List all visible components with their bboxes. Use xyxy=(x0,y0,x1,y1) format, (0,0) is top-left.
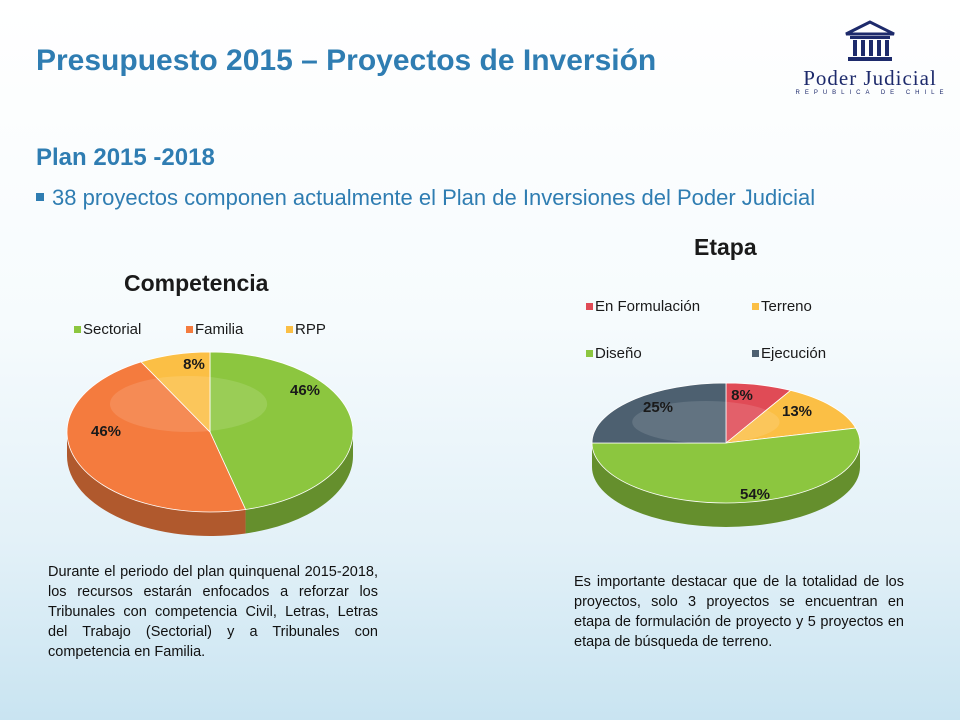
legend-item-rpp: RPP xyxy=(286,321,326,338)
legend-swatch xyxy=(752,303,759,310)
data-label: 13% xyxy=(782,403,812,420)
data-label: 46% xyxy=(91,423,121,440)
legend-item-diseno: Diseño xyxy=(586,345,642,362)
legend-label: En Formulación xyxy=(595,298,701,315)
logo-subtitle: REPUBLICA DE CHILE xyxy=(795,90,949,96)
pie-chart-1: 8% 13% 54% 25% xyxy=(591,382,861,527)
legend-swatch xyxy=(586,303,593,310)
courthouse-icon xyxy=(845,20,895,61)
logo-name: Poder Judicial xyxy=(803,66,937,90)
data-label: 8% xyxy=(731,387,753,404)
legend-item-familia: Familia xyxy=(186,321,243,338)
slide-title: Presupuesto 2015 – Proyectos de Inversió… xyxy=(36,44,657,77)
pie-slice-ejecuci-n xyxy=(591,382,727,444)
pie-slice-side xyxy=(592,443,860,527)
legend-swatch xyxy=(286,326,293,333)
pie-slice-side xyxy=(67,432,246,536)
legend-swatch xyxy=(74,326,81,333)
legend-swatch xyxy=(752,350,759,357)
pie-slice-dise-o xyxy=(591,427,861,504)
bullet-square-icon xyxy=(36,193,44,201)
legend-label: Diseño xyxy=(595,345,642,362)
data-label: 25% xyxy=(643,399,673,416)
pie-slice-familia xyxy=(66,361,247,513)
data-label: 46% xyxy=(290,382,320,399)
chart-title-etapa: Etapa xyxy=(694,234,757,260)
legend-item-ejecucion: Ejecución xyxy=(752,345,826,362)
legend-item-terreno: Terreno xyxy=(752,298,812,315)
legend-swatch xyxy=(186,326,193,333)
pie-sheen xyxy=(109,376,268,432)
legend-item-sectorial: Sectorial xyxy=(74,321,141,338)
legend-label: Terreno xyxy=(761,298,812,315)
legend-label: Familia xyxy=(195,321,244,338)
pie-chart-0: 46% 46% 8% xyxy=(66,351,354,536)
legend-item-en-formulacion: En Formulación xyxy=(586,298,700,315)
pie-slice-sectorial xyxy=(209,351,354,510)
bullet-text: 38 proyectos componen actualmente el Pla… xyxy=(52,185,816,210)
chart-title-competencia: Competencia xyxy=(124,270,269,296)
pie-slice-terreno xyxy=(724,389,857,444)
legend-label: Ejecución xyxy=(761,345,827,362)
bullet-point: 38 proyectos componen actualmente el Pla… xyxy=(36,184,916,212)
pie-sheen xyxy=(632,401,780,443)
note-left: Durante el periodo del plan quinquenal 2… xyxy=(48,564,378,660)
data-label: 54% xyxy=(740,486,770,503)
pie-slice-side xyxy=(245,432,353,534)
legend-label: Sectorial xyxy=(83,321,142,338)
pie-slice-rpp xyxy=(140,351,211,433)
data-label: 8% xyxy=(183,356,205,373)
note-right: Es importante destacar que de la totalid… xyxy=(574,574,904,650)
slide-subtitle: Plan 2015 -2018 xyxy=(36,144,215,171)
poder-judicial-logo: Poder Judicial REPUBLICA DE CHILE xyxy=(790,20,950,100)
legend-label: RPP xyxy=(295,321,326,338)
legend-swatch xyxy=(586,350,593,357)
